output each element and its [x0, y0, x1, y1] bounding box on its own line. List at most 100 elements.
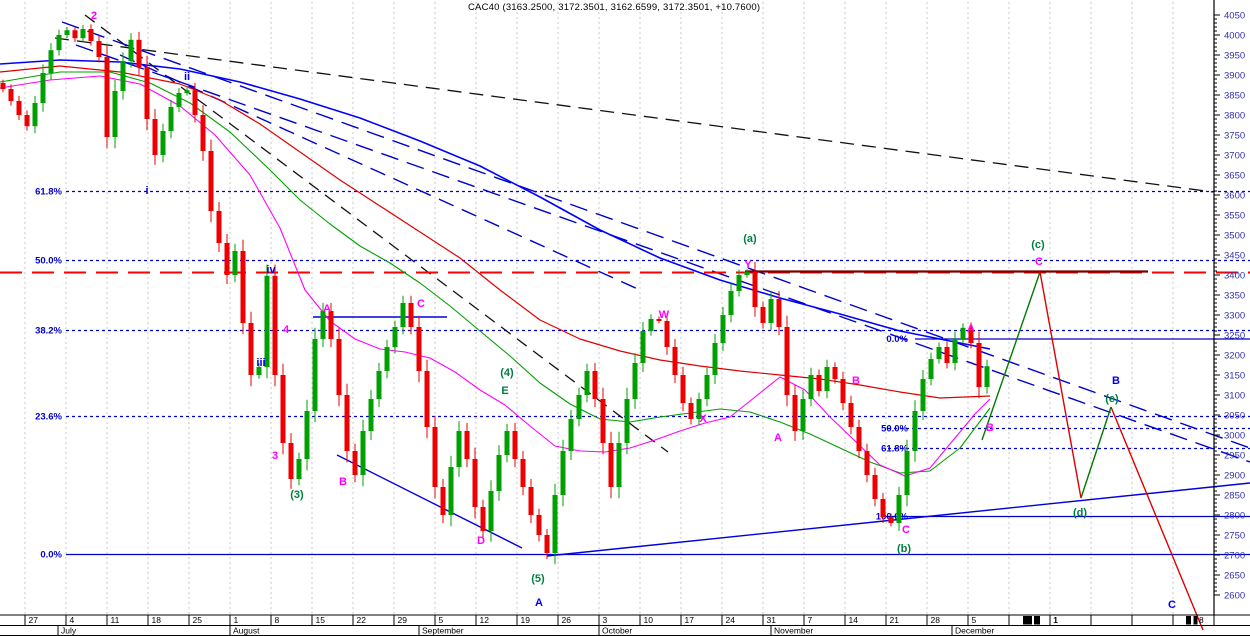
- candle-down: [440, 487, 446, 515]
- price-tick-label: 4050: [1224, 11, 1245, 22]
- candle-up: [168, 107, 174, 131]
- candle-down: [968, 327, 974, 343]
- candle-down: [608, 443, 614, 487]
- candle-down: [432, 427, 438, 487]
- candle-down: [480, 507, 486, 531]
- fib-label: 0.0%: [886, 334, 908, 345]
- elliott-projection-line: [981, 271, 1041, 441]
- candle-up: [896, 495, 902, 523]
- ma-fast-magenta: [0, 75, 991, 477]
- blue-dashed-3: [119, 54, 641, 291]
- candle-down: [88, 29, 94, 41]
- candle-up: [320, 311, 326, 339]
- candle-down: [888, 517, 894, 523]
- candle-down: [24, 115, 30, 127]
- candle-down: [136, 39, 142, 67]
- price-tick-label: 3300: [1224, 311, 1245, 322]
- candle-up: [232, 251, 238, 275]
- wave-label: Y: [744, 259, 752, 271]
- price-tick-label: 3850: [1224, 91, 1245, 102]
- candle-up: [576, 395, 582, 419]
- fib-label: 50.0%: [35, 256, 62, 267]
- price-tick-label: 2950: [1224, 451, 1245, 462]
- date-tick-label: 26: [562, 615, 572, 625]
- candle-down: [688, 403, 694, 419]
- candle-down: [280, 375, 286, 443]
- candle-down: [272, 275, 278, 375]
- wave-label: (e): [1105, 393, 1119, 405]
- candle-up: [176, 93, 182, 107]
- wave-label: 2: [91, 10, 97, 22]
- price-tick-label: 3700: [1224, 151, 1245, 162]
- price-tick-label: 2700: [1224, 551, 1245, 562]
- candle-up: [552, 495, 558, 553]
- fib-label: 23.6%: [35, 412, 62, 423]
- candle-up: [256, 367, 262, 375]
- date-tick-label: 1: [1053, 615, 1058, 625]
- price-tick-label: 3000: [1224, 431, 1245, 442]
- candle-down: [424, 371, 430, 427]
- candle-up: [920, 379, 926, 411]
- candle-down: [664, 321, 670, 347]
- date-tick-label: 3: [603, 615, 608, 625]
- black-dashed-steep: [84, 14, 669, 453]
- candle-up: [928, 359, 934, 379]
- candle-down: [848, 403, 854, 427]
- date-tick-label: 8: [275, 615, 280, 625]
- candle-up: [712, 343, 718, 375]
- ma-fast-green: [0, 71, 991, 474]
- wave-label: (a): [743, 233, 757, 245]
- candle-down: [472, 459, 478, 507]
- chart-title: CAC40 (3163.2500, 3172.3501, 3162.6599, …: [468, 2, 761, 13]
- wave-label: iv: [266, 264, 276, 276]
- wave-label: i: [145, 185, 148, 197]
- candle-down: [544, 535, 550, 553]
- date-tick-label: 27: [29, 615, 39, 625]
- candle-up: [40, 73, 46, 103]
- candle-down: [512, 431, 518, 459]
- date-tick-label: 12: [480, 615, 490, 625]
- candle-down: [200, 115, 206, 151]
- candle-up: [728, 291, 734, 315]
- candle-down: [776, 299, 782, 327]
- candle-up: [624, 399, 630, 443]
- candle-down: [216, 211, 222, 243]
- candle-up: [360, 431, 366, 475]
- date-tick-label: 18: [152, 615, 162, 625]
- price-tick-label: 3350: [1224, 291, 1245, 302]
- price-tick-label: 3650: [1224, 171, 1245, 182]
- wave-label: C: [417, 298, 425, 310]
- price-tick-label: 3050: [1224, 411, 1245, 422]
- candle-up: [640, 331, 646, 363]
- candle-down: [336, 339, 342, 395]
- month-label: December: [955, 626, 994, 636]
- date-tick-label: 14: [849, 615, 859, 625]
- candle-down: [680, 375, 686, 403]
- candle-up: [48, 50, 54, 73]
- candle-down: [656, 319, 662, 321]
- candle-down: [752, 271, 758, 307]
- date-axis: 27 4 11 18 25 1 8 15 22 29 5 12 19 26 3 10 17 24 31 7 14 21 28…: [0, 614, 1250, 636]
- candle-up: [80, 29, 86, 39]
- candle-up: [264, 275, 270, 367]
- wave-label: B: [1112, 375, 1120, 387]
- candle-up: [384, 347, 390, 371]
- elliott-projection-line: [1039, 271, 1082, 499]
- fib-retracement-major: 61.8% 50.0% 38.2% 23.6% 0.0%: [35, 187, 1250, 561]
- candle-up: [568, 419, 574, 451]
- blue-dashed-1: [61, 21, 1250, 449]
- candle-up: [616, 443, 622, 487]
- candle-up: [648, 319, 654, 331]
- candle-down: [528, 487, 534, 515]
- price-tick-label: 3600: [1224, 191, 1245, 202]
- candle-up: [304, 411, 310, 459]
- candle-up: [400, 303, 406, 327]
- candle-up: [56, 35, 62, 51]
- trendlines: [54, 14, 1250, 557]
- resistance-lines: [0, 270, 1250, 274]
- candle-up: [496, 455, 502, 491]
- price-tick-label: 3400: [1224, 271, 1245, 282]
- candle-up: [824, 367, 830, 391]
